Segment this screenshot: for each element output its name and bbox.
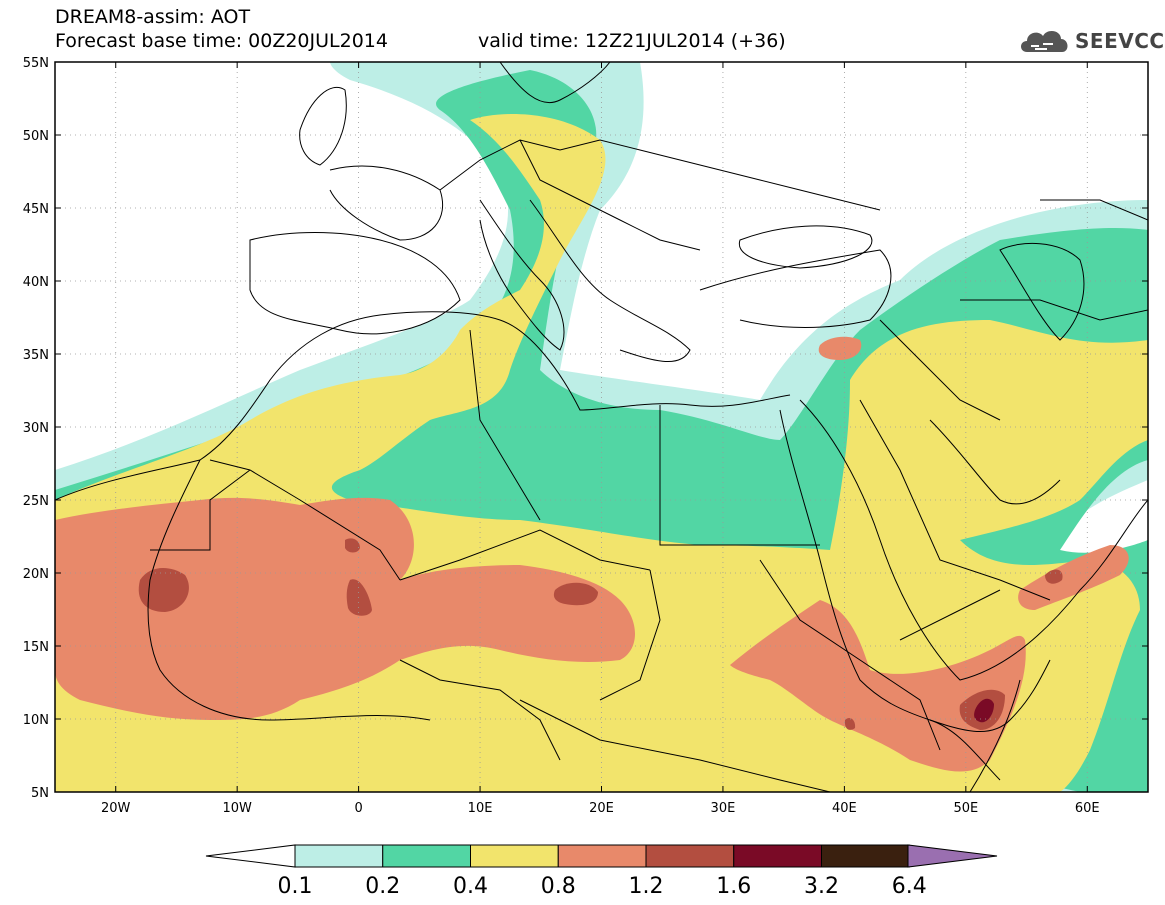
red-sea-coast xyxy=(779,409,1001,781)
lat-label: 50N xyxy=(23,129,49,144)
scandinavia-coast xyxy=(499,62,611,104)
colorbar-label: 0.1 xyxy=(278,874,313,899)
colorbar-over-arrow xyxy=(907,844,998,868)
colorbar: 0.1 0.2 0.4 0.8 1.2 1.6 3.2 6.4 xyxy=(205,844,998,899)
aot-core-1.6-somalia xyxy=(974,698,994,723)
aot-core-1.2-chad xyxy=(553,582,598,606)
lon-label: 10W xyxy=(222,801,252,816)
forecast-base-time: Forecast base time: 00Z20JUL2014 xyxy=(55,30,388,52)
colorbar-labels: 0.1 0.2 0.4 0.8 1.2 1.6 3.2 6.4 xyxy=(278,874,927,899)
balkan-coast xyxy=(529,199,691,363)
uk-coast xyxy=(299,87,347,166)
lon-label: 30E xyxy=(711,801,736,816)
logo-text: SEEVCCC xyxy=(1075,29,1165,53)
congo-border xyxy=(519,699,831,792)
lat-label: 30N xyxy=(23,421,49,436)
valid-time: valid time: 12Z21JUL2014 (+36) xyxy=(478,30,786,52)
colorbar-label: 6.4 xyxy=(892,874,927,899)
aot-core-1.2-mali xyxy=(346,579,372,616)
colorbar-boxes xyxy=(294,844,910,868)
colorbar-box xyxy=(470,844,559,868)
yemen-border xyxy=(899,589,1001,641)
aot-core-1.2-algeria xyxy=(345,538,360,553)
lat-label: 10N xyxy=(23,713,49,728)
turkey-coast xyxy=(699,249,892,328)
lon-label: 20E xyxy=(589,801,614,816)
aot-band-0.8-oman xyxy=(1018,545,1129,610)
lat-label: 25N xyxy=(23,494,49,509)
lon-label: 60E xyxy=(1075,801,1100,816)
axis-ticks: 55N 50N 45N 40N 35N 30N 25N 20N 15N 10N 5N 20W 10W 0 1… xyxy=(23,56,1148,816)
lat-label: 35N xyxy=(23,348,49,363)
colorbar-label: 0.8 xyxy=(541,874,576,899)
chad-sudan-border xyxy=(599,569,661,701)
lon-label: 20W xyxy=(101,801,131,816)
colorbar-box xyxy=(733,844,822,868)
north-africa-coast xyxy=(55,311,791,501)
black-sea-coast xyxy=(738,225,873,269)
lon-label: 0 xyxy=(354,801,362,816)
seevccc-logo: SEEVCCC xyxy=(1017,24,1165,58)
aot-core-1.2-ethiopia xyxy=(844,717,856,730)
aot-band-0.8-east xyxy=(730,600,1026,772)
colorbar-box xyxy=(645,844,735,868)
colorbar-box xyxy=(382,844,471,868)
east-africa-coast xyxy=(969,679,1021,792)
iberia-coast xyxy=(249,232,461,335)
colorbar-label: 0.2 xyxy=(365,874,400,899)
aot-core-1.2-oman xyxy=(1045,569,1063,584)
mauritania-border xyxy=(150,469,251,551)
colorbar-box xyxy=(557,844,647,868)
europe-borders xyxy=(439,139,881,251)
caspian-coast xyxy=(999,242,1085,341)
nigeria-border xyxy=(399,659,561,761)
iran-border xyxy=(960,299,1148,321)
coastlines xyxy=(55,62,1148,792)
lon-label: 50E xyxy=(953,801,978,816)
colorbar-label: 3.2 xyxy=(804,874,839,899)
aot-field xyxy=(55,62,1148,792)
lat-label: 55N xyxy=(23,56,49,71)
lon-label: 40E xyxy=(832,801,857,816)
colorbar-under-arrow xyxy=(205,844,296,868)
colorbar-label: 1.6 xyxy=(716,874,751,899)
lat-label: 15N xyxy=(23,640,49,655)
aot-core-1.2-mauritania xyxy=(138,568,189,612)
mali-border xyxy=(209,459,401,581)
france-coast xyxy=(329,165,444,241)
gulf-coast xyxy=(929,419,1061,505)
aot-band-0.8-west xyxy=(55,497,635,720)
colorbar-box xyxy=(294,844,384,868)
cloud-icon xyxy=(1021,30,1068,52)
graticule xyxy=(55,62,1148,792)
map-title: DREAM8-assim: AOT xyxy=(55,6,251,28)
ethiopia-border xyxy=(759,559,941,751)
saudi-border xyxy=(859,399,1051,601)
kazakh-border xyxy=(1040,199,1148,221)
niger-border xyxy=(399,529,651,581)
lat-label: 40N xyxy=(23,275,49,290)
horn-coast xyxy=(929,659,1051,733)
algeria-libya-border xyxy=(469,329,541,521)
arabia-coast xyxy=(799,399,1148,681)
lat-label: 20N xyxy=(23,567,49,582)
italy-coast xyxy=(479,199,565,351)
iraq-iran-border xyxy=(879,319,1001,421)
lat-label: 5N xyxy=(31,786,49,801)
colorbar-label: 0.4 xyxy=(453,874,488,899)
west-africa-coast xyxy=(147,459,431,721)
colorbar-box xyxy=(821,844,910,868)
lat-label: 45N xyxy=(23,202,49,217)
lon-label: 10E xyxy=(468,801,493,816)
colorbar-label: 1.2 xyxy=(629,874,664,899)
